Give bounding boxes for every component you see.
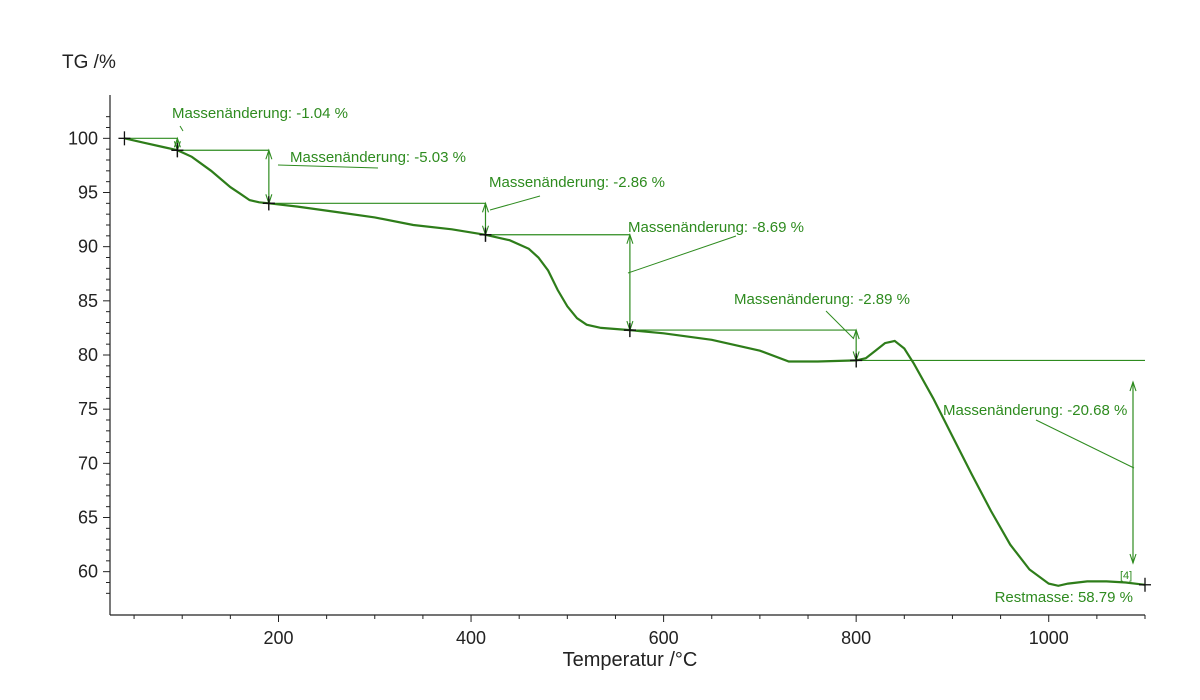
y-tick-label: 95 [78, 183, 98, 203]
y-tick-label: 90 [78, 237, 98, 257]
mass-change-annotations: Massenänderung: -1.04 % Massenänderung: -… [124, 105, 1145, 606]
tg-curve [124, 137, 1146, 587]
y-tick-label: 85 [78, 291, 98, 311]
leader-line [627, 235, 737, 274]
step-label: Massenänderung: -8.69 % [628, 219, 804, 236]
step-label: Massenänderung: -5.03 % [290, 149, 466, 166]
x-tick-label: 600 [649, 628, 679, 648]
y-tick-label: 60 [78, 562, 98, 582]
marker-label: [4] [1120, 570, 1132, 582]
leader-line [1035, 419, 1135, 469]
y-tick-label: 70 [78, 453, 98, 473]
x-tick-label: 800 [841, 628, 871, 648]
y-tick-label: 80 [78, 345, 98, 365]
step-markers [118, 131, 1151, 592]
leader-line [825, 310, 854, 339]
step-label: Massenänderung: -2.86 % [489, 174, 665, 191]
y-tick-label: 100 [68, 128, 98, 148]
x-axis-title: Temperatur /°C [563, 649, 698, 671]
x-tick-label: 200 [263, 628, 293, 648]
arrow-head-up [481, 201, 490, 213]
arrow-head-down [1129, 553, 1137, 565]
y-axis-title: TG /% [62, 52, 116, 73]
x-tick-label: 400 [456, 628, 486, 648]
residue-label: Restmasse: 58.79 % [995, 589, 1133, 606]
arrow-head-up [852, 328, 860, 340]
x-tick-label: 1000 [1029, 628, 1069, 648]
step-label: Massenänderung: -2.89 % [734, 291, 910, 308]
step-label: Massenänderung: -1.04 % [172, 105, 348, 122]
axes: 60 65 70 75 80 85 90 95 100 200 400 600 800 1000 [68, 95, 1146, 648]
step-label: Massenänderung: -20.68 % [943, 402, 1127, 419]
arrow-head-up [1129, 380, 1137, 392]
arrow-head-up [265, 148, 273, 160]
leader-line [277, 164, 379, 169]
arrow-head-up [626, 233, 634, 244]
y-tick-label: 75 [78, 399, 98, 419]
leader-line [489, 195, 541, 211]
y-tick-label: 65 [78, 508, 98, 528]
leader-line [179, 125, 184, 132]
